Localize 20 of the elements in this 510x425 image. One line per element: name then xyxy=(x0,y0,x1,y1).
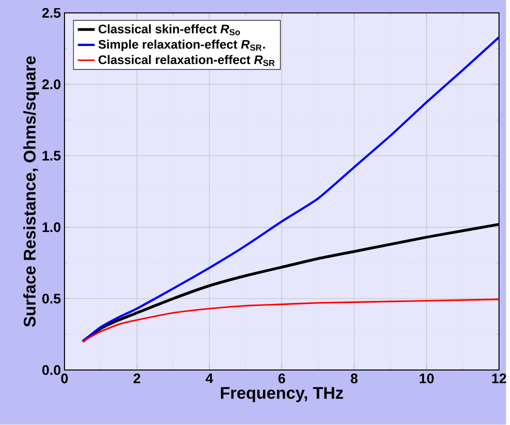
x-axis-title: Frequency, THz xyxy=(220,387,344,402)
line-series xyxy=(82,36,500,343)
y-axis-title: Surface Resistance, Ohms/square xyxy=(23,56,39,328)
legend-label: Classical relaxation-effect R$_{SR}$ xyxy=(98,55,275,66)
legend-label: Classical skin-effect R$_{So}$ xyxy=(98,24,240,36)
line-series xyxy=(82,298,500,342)
x-tick-label: 6 xyxy=(278,374,286,384)
x-tick-label: 12 xyxy=(492,374,506,384)
legend-label: Simple relaxation-effect R$_{SR}$. xyxy=(98,40,265,52)
x-tick-label: 8 xyxy=(350,374,358,384)
x-tick-label: 4 xyxy=(206,374,214,384)
y-tick-label: 0.0 xyxy=(42,365,60,376)
y-tick-label: 0.5 xyxy=(42,294,61,304)
x-tick-label: 0 xyxy=(61,374,68,384)
x-tick-label: 2 xyxy=(134,374,140,384)
y-tick-label: 2.0 xyxy=(42,80,60,90)
y-tick-label: 1.5 xyxy=(42,151,61,161)
x-tick-label: 10 xyxy=(420,374,434,384)
y-tick-label: 2.5 xyxy=(42,8,61,18)
y-tick-label: 1.0 xyxy=(42,222,60,232)
